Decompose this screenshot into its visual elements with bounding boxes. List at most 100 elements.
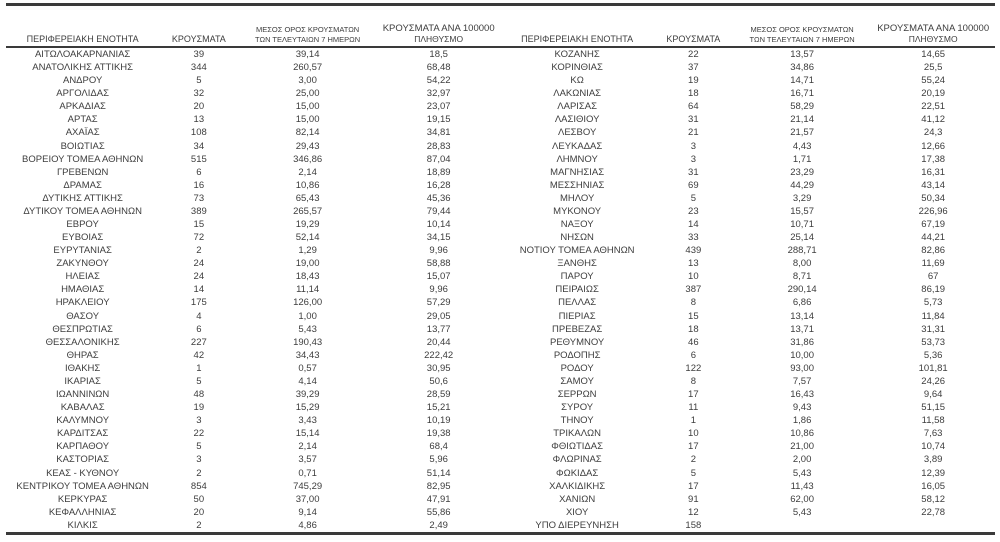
cell-region: ΗΡΑΚΛΕΙΟΥ: [55, 297, 110, 309]
cell-avg7: 15,00: [295, 101, 320, 113]
table-row: ΛΕΥΚΑΔΑΣ 3 4,43 12,66: [501, 140, 996, 153]
cell-region: ΜΕΣΣΗΝΙΑΣ: [549, 179, 605, 191]
cell-per100k: 18,5: [429, 49, 448, 60]
cell-cases: 5: [690, 467, 696, 479]
table-row: ΖΑΚΥΝΘΟΥ 24 19,00 58,88: [6, 257, 501, 270]
cell-avg7: 7,57: [792, 375, 812, 387]
table-row: ΜΗΛΟΥ 5 3,29 50,34: [501, 192, 996, 205]
cell-cases: 22: [688, 49, 699, 60]
header-avg7-line2: ΤΩΝ ΤΕΛΕΥΤΑΙΩΝ 7 ΗΜΕΡΩΝ: [749, 34, 855, 44]
cell-avg7: 190,43: [293, 336, 323, 348]
cell-cases: 1: [690, 415, 696, 427]
table-row: ΑΡΚΑΔΙΑΣ 20 15,00 23,07: [6, 100, 501, 113]
table-row: ΠΡΕΒΕΖΑΣ 18 13,71 31,31: [501, 323, 996, 336]
table-row: ΦΩΚΙΔΑΣ 5 5,43 12,39: [501, 467, 996, 480]
cell-avg7: 1,29: [298, 245, 317, 257]
table-row: ΚΑΡΠΑΘΟΥ 5 2,14 68,4: [6, 440, 501, 453]
right-table: ΠΕΡΙΦΕΡΕΙΑΚΗ ΕΝΟΤΗΤΑ ΚΡΟΥΣΜΑΤΑ ΜΕΣΟΣ ΟΡΟ…: [500, 6, 996, 532]
table-row: ΧΑΝΙΩΝ 91 62,00 58,12: [501, 493, 996, 506]
cell-region: ΗΛΕΙΑΣ: [65, 271, 100, 283]
cell-cases: 69: [688, 179, 699, 191]
cell-per100k: 30,95: [426, 362, 451, 374]
cell-cases: 17: [688, 441, 699, 453]
table-row: ΡΕΘΥΜΝΟΥ 46 31,86 53,73: [501, 336, 996, 349]
table-row: ΚΩ 19 14,71 55,24: [501, 74, 996, 87]
table-row: ΚΑΣΤΟΡΙΑΣ 3 3,57 5,96: [6, 453, 501, 466]
cell-avg7: 16,71: [790, 88, 814, 100]
table-row: ΚΕΦΑΛΛΗΝΙΑΣ 20 9,14 55,86: [6, 506, 501, 519]
cell-avg7: 4,14: [298, 375, 317, 387]
cell-per100k: 5,36: [923, 349, 943, 361]
cell-cases: 2: [196, 467, 202, 479]
cell-region: ΑΝΔΡΟΥ: [62, 75, 103, 87]
cell-region: ΕΥΒΟΙΑΣ: [62, 232, 104, 244]
table-row: ΞΑΝΘΗΣ 13 8,00 11,69: [501, 257, 996, 270]
cell-cases: 389: [190, 205, 207, 217]
cell-avg7: 2,00: [792, 454, 812, 466]
cell-avg7: 10,86: [295, 179, 320, 191]
cell-avg7: 13,71: [790, 323, 814, 335]
cell-cases: 175: [190, 297, 207, 309]
cell-cases: 31: [688, 114, 699, 126]
cell-region: ΚΑΛΥΜΝΟΥ: [56, 415, 110, 427]
header-avg7: ΜΕΣΟΣ ΟΡΟΣ ΚΡΟΥΣΜΑΤΩΝ ΤΩΝ ΤΕΛΕΥΤΑΙΩΝ 7 Η…: [238, 6, 377, 48]
cell-per100k: 55,86: [426, 506, 451, 518]
cell-region: ΔΥΤΙΚΗΣ ΑΤΤΙΚΗΣ: [42, 192, 123, 204]
cell-avg7: 93,00: [790, 362, 814, 374]
cell-cases: 122: [685, 362, 702, 374]
table-row: ΚΑΛΥΜΝΟΥ 3 3,43 10,19: [6, 414, 501, 427]
header-per100k-line2: ΠΛΗΘΥΣΜΟ: [414, 34, 464, 44]
table-row: ΓΡΕΒΕΝΩΝ 6 2,14 18,89: [6, 166, 501, 179]
table-row: ΡΟΔΟΥ 122 93,00 101,81: [501, 362, 996, 375]
cell-avg7: 39,14: [295, 49, 320, 60]
cell-cases: 23: [688, 205, 699, 217]
cell-avg7: 19,29: [295, 219, 320, 231]
cell-cases: 344: [190, 62, 207, 74]
table-row: ΕΒΡΟΥ 15 19,29 10,14: [6, 218, 501, 231]
cell-cases: 3: [196, 415, 202, 427]
cell-region: ΘΗΡΑΣ: [66, 349, 99, 361]
table-row: ΣΕΡΡΩΝ 17 16,43 9,64: [501, 388, 996, 401]
cell-per100k: 29,05: [426, 310, 451, 322]
cell-per100k: 45,36: [426, 192, 451, 204]
header-avg7: ΜΕΣΟΣ ΟΡΟΣ ΚΡΟΥΣΜΑΤΩΝ ΤΩΝ ΤΕΛΕΥΤΑΙΩΝ 7 Η…: [732, 6, 872, 48]
cell-per100k: 82,95: [426, 480, 451, 492]
cell-avg7: 15,29: [295, 402, 320, 414]
cell-region: ΡΕΘΥΜΝΟΥ: [549, 336, 605, 348]
right-table-header: ΠΕΡΙΦΕΡΕΙΑΚΗ ΕΝΟΤΗΤΑ ΚΡΟΥΣΜΑΤΑ ΜΕΣΟΣ ΟΡΟ…: [500, 6, 995, 48]
cell-region: ΚΙΛΚΙΣ: [67, 519, 98, 531]
cell-per100k: 101,81: [918, 362, 948, 374]
cell-per100k: 58,12: [921, 493, 946, 505]
cell-per100k: 22,51: [921, 101, 946, 113]
cell-avg7: 16,43: [790, 389, 814, 401]
cell-per100k: 10,74: [921, 441, 946, 453]
cell-region: ΗΜΑΘΙΑΣ: [61, 284, 105, 296]
cell-cases: 854: [190, 480, 207, 492]
table-row: ΥΠΟ ΔΙΕΡΕΥΝΗΣΗ 158: [501, 519, 996, 532]
cell-cases: 2: [690, 454, 696, 466]
cell-region: ΚΕΑΣ - ΚΥΘΝΟΥ: [46, 467, 120, 479]
cell-per100k: [871, 519, 995, 532]
table-row: ΣΥΡΟΥ 11 9,43 51,15: [501, 401, 996, 414]
cell-per100k: 24,26: [921, 375, 946, 387]
cell-region: ΞΑΝΘΗΣ: [557, 258, 597, 270]
cell-region: ΚΑΡΔΙΤΣΑΣ: [57, 428, 109, 440]
cell-per100k: 54,22: [426, 75, 451, 87]
cell-per100k: 24,3: [923, 127, 943, 139]
cell-region: ΑΡΓΟΛΙΔΑΣ: [56, 88, 109, 100]
table-row: ΑΡΓΟΛΙΔΑΣ 32 25,00 32,97: [6, 87, 501, 100]
cell-cases: 8: [690, 297, 696, 309]
table-row: ΚΑΒΑΛΑΣ 19 15,29 15,21: [6, 401, 501, 414]
cell-region: ΚΟΡΙΝΘΙΑΣ: [551, 62, 603, 74]
table-row: ΜΑΓΝΗΣΙΑΣ 31 23,29 16,31: [501, 166, 996, 179]
cell-per100k: 28,83: [426, 140, 451, 152]
table-row: ΘΕΣΣΑΛΟΝΙΚΗΣ 227 190,43 20,44: [6, 336, 501, 349]
header-avg7-line1: ΜΕΣΟΣ ΟΡΟΣ ΚΡΟΥΣΜΑΤΩΝ: [750, 25, 854, 34]
cell-cases: 2: [196, 245, 202, 257]
cell-cases: 33: [688, 232, 699, 244]
table-row: ΒΟΙΩΤΙΑΣ 34 29,43 28,83: [6, 140, 501, 153]
cell-cases: 14: [688, 219, 699, 231]
cell-cases: 14: [193, 284, 205, 296]
table-row: ΑΙΤΩΛΟΑΚΑΡΝΑΝΙΑΣ 39 39,14 18,5: [6, 47, 501, 61]
cell-per100k: 79,44: [426, 205, 451, 217]
